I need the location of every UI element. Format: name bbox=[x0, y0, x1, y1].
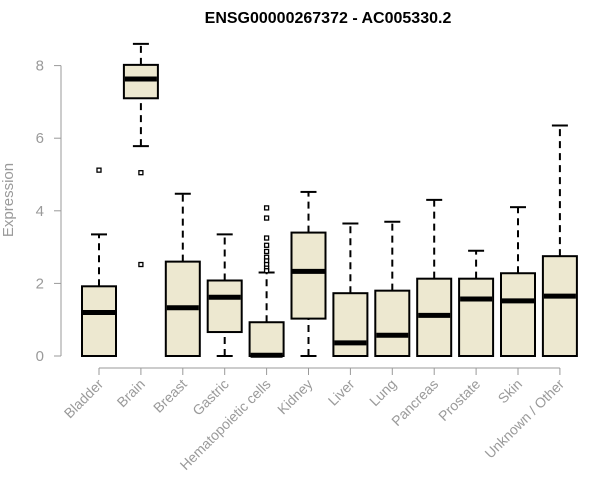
outlier-point bbox=[96, 167, 102, 173]
y-tick-label: 8 bbox=[36, 58, 44, 75]
x-tick-label: Bladder bbox=[61, 376, 107, 422]
box-10 bbox=[458, 249, 495, 357]
outlier-point bbox=[263, 215, 270, 221]
box-6 bbox=[290, 190, 327, 357]
outlier-point bbox=[138, 170, 144, 176]
box-iqr bbox=[248, 321, 285, 357]
outlier-point bbox=[263, 205, 270, 211]
y-tick-label: 6 bbox=[36, 130, 44, 147]
box-iqr bbox=[122, 63, 159, 100]
box-4 bbox=[206, 233, 243, 357]
box-iqr bbox=[290, 231, 327, 320]
outlier-point bbox=[263, 268, 270, 274]
box-9 bbox=[416, 198, 453, 357]
outlier-point bbox=[263, 235, 270, 241]
box-7 bbox=[332, 222, 369, 357]
box-iqr bbox=[206, 279, 243, 334]
chart-title: ENSG00000267372 - AC005330.2 bbox=[205, 10, 452, 27]
y-tick-label: 4 bbox=[36, 203, 44, 220]
box-2 bbox=[122, 42, 159, 268]
box-3 bbox=[164, 192, 201, 357]
x-tick-label: Brain bbox=[114, 376, 148, 410]
box-11 bbox=[500, 206, 536, 357]
box-iqr bbox=[81, 285, 117, 357]
box-iqr bbox=[374, 289, 411, 357]
box-8 bbox=[374, 220, 411, 357]
box-iqr bbox=[458, 277, 495, 357]
x-tick-label: Liver bbox=[325, 376, 358, 409]
box-1 bbox=[81, 167, 117, 357]
y-tick-label: 2 bbox=[36, 275, 44, 292]
x-tick-label: Breast bbox=[150, 376, 190, 416]
box-iqr bbox=[332, 292, 369, 357]
y-tick-label: 0 bbox=[36, 348, 44, 365]
x-tick-label: Kidney bbox=[274, 376, 316, 418]
box-5 bbox=[248, 205, 285, 358]
outlier-point bbox=[138, 261, 144, 268]
y-axis-label: Expression bbox=[0, 163, 17, 237]
box-series bbox=[81, 42, 578, 358]
box-iqr bbox=[500, 272, 536, 357]
x-tick-label: Skin bbox=[495, 376, 526, 407]
x-tick-label: Prostate bbox=[435, 376, 483, 424]
x-tick-label: Lung bbox=[366, 376, 399, 409]
outlier-point bbox=[263, 248, 270, 255]
y-axis: 0 2 4 6 8 bbox=[36, 58, 62, 365]
box-iqr bbox=[541, 255, 578, 357]
box-12 bbox=[541, 124, 578, 357]
x-tick-label: Pancreas bbox=[388, 376, 441, 429]
x-tick-label: Unknown / Other bbox=[481, 376, 567, 462]
outlier-point bbox=[263, 242, 270, 248]
